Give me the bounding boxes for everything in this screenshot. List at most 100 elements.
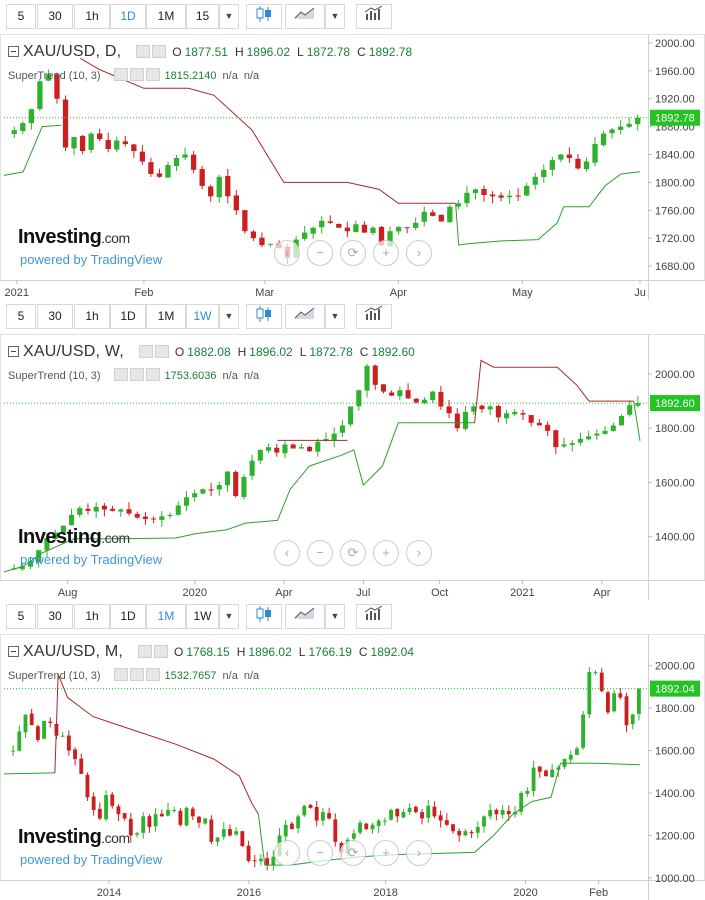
visibility-eye-icon[interactable] [138, 645, 152, 658]
area-style-button[interactable] [285, 604, 325, 629]
indicator-close-icon[interactable] [145, 368, 160, 381]
candle-body [481, 188, 487, 195]
indicators-button[interactable] [356, 304, 392, 329]
interval-button-5[interactable]: 5 [6, 304, 36, 329]
candle-down [494, 808, 499, 821]
symbol-legend: XAU/USD, M, O 1768.15 H 1896.02 L 1766.19 C 1892… [8, 643, 421, 661]
interval-button-1M[interactable]: 1M [146, 4, 186, 29]
interval-button-1W[interactable]: 1W [186, 604, 219, 629]
zoom-in-icon[interactable]: + [373, 240, 399, 266]
candle-down [336, 223, 342, 228]
indicator-close-icon[interactable] [145, 668, 160, 681]
zoom-out-icon[interactable]: − [307, 240, 333, 266]
chart-area[interactable]: 2000.00 1960.00 1920.00 1880.00 1840.00 1800.… [0, 34, 705, 300]
candle-body [274, 447, 280, 453]
chart-area[interactable]: 2000.00 1800.00 1600.00 1400.00 1200.00 1000.… [0, 634, 705, 900]
zoom-in-icon[interactable]: + [373, 540, 399, 566]
interval-button-1h[interactable]: 1h [74, 604, 110, 629]
interval-button-1D[interactable]: 1D [110, 4, 146, 29]
zoom-out-icon[interactable]: − [307, 840, 333, 866]
candle-body [482, 816, 486, 827]
interval-button-5[interactable]: 5 [6, 604, 36, 629]
indicator-settings-icon[interactable] [129, 368, 144, 381]
candle-body [62, 99, 69, 148]
indicator-close-icon[interactable] [145, 68, 160, 81]
interval-button-1D[interactable]: 1D [110, 604, 146, 629]
scroll-left-icon[interactable]: ‹ [274, 840, 300, 866]
powered-by-link[interactable]: powered by TradingView [20, 252, 163, 267]
timeframe-toolbar: 5 30 1h 1D 1M 15 ▼ ▼ [0, 0, 705, 34]
interval-button-15[interactable]: 15 [186, 4, 219, 29]
indicators-icon [364, 5, 383, 20]
candle-down [197, 815, 201, 828]
visibility-eye-icon[interactable] [136, 45, 151, 58]
area-style-button[interactable] [285, 4, 325, 29]
candle-body [618, 415, 625, 426]
scroll-right-icon[interactable]: › [406, 840, 432, 866]
scroll-left-icon[interactable]: ‹ [274, 540, 300, 566]
settings-gear-icon[interactable] [154, 345, 169, 358]
interval-button-1M[interactable]: 1M [146, 604, 186, 629]
indicators-button[interactable] [356, 604, 392, 629]
candle-body [259, 858, 263, 862]
interval-dropdown-button[interactable]: ▼ [219, 4, 239, 29]
zoom-out-icon[interactable]: − [307, 540, 333, 566]
interval-button-30[interactable]: 30 [37, 4, 73, 29]
interval-button-30[interactable]: 30 [37, 304, 73, 329]
reset-icon[interactable]: ⟳ [340, 840, 366, 866]
collapse-legend-icon[interactable] [8, 346, 19, 357]
candle-body [550, 769, 555, 778]
indicator-eye-icon[interactable] [113, 668, 128, 681]
interval-button-1W[interactable]: 1W [186, 304, 219, 329]
reset-icon[interactable]: ⟳ [340, 540, 366, 566]
interval-button-1M[interactable]: 1M [146, 304, 186, 329]
ohlc-l-label: L [297, 45, 304, 59]
area-style-button[interactable] [285, 304, 325, 329]
interval-button-5[interactable]: 5 [6, 4, 36, 29]
collapse-legend-icon[interactable] [8, 646, 19, 657]
indicator-eye-icon[interactable] [113, 68, 128, 81]
settings-gear-icon[interactable] [152, 45, 167, 58]
indicators-button[interactable] [356, 4, 392, 29]
interval-dropdown-button[interactable]: ▼ [219, 604, 239, 629]
candle-up [69, 508, 75, 526]
price-tick-label: 1400.00 [655, 788, 695, 800]
chart-style-dropdown-button[interactable]: ▼ [325, 304, 345, 329]
zoom-in-icon[interactable]: + [373, 840, 399, 866]
candle-down [405, 383, 411, 400]
visibility-eye-icon[interactable] [138, 345, 153, 358]
interval-button-1h[interactable]: 1h [74, 4, 110, 29]
candles-style-button[interactable] [246, 4, 282, 29]
indicator-settings-icon[interactable] [129, 668, 144, 681]
scroll-right-icon[interactable]: › [406, 240, 432, 266]
indicator-name: SuperTrend (10, 3) [8, 70, 101, 82]
chart-style-dropdown-button[interactable]: ▼ [325, 604, 345, 629]
interval-dropdown-button[interactable]: ▼ [219, 304, 239, 329]
chart-style-dropdown-button[interactable]: ▼ [325, 4, 345, 29]
candle-down [618, 688, 623, 700]
candles-style-button[interactable] [246, 304, 282, 329]
indicator-eye-icon[interactable] [113, 368, 128, 381]
candle-up [568, 750, 573, 764]
candle-body [463, 831, 468, 836]
scroll-left-icon[interactable]: ‹ [274, 240, 300, 266]
candles-style-button[interactable] [246, 604, 282, 629]
powered-by-link[interactable]: powered by TradingView [20, 852, 163, 867]
settings-gear-icon[interactable] [154, 645, 168, 658]
interval-button-30[interactable]: 30 [37, 604, 73, 629]
candle-body [66, 735, 71, 751]
collapse-legend-icon[interactable] [8, 46, 19, 57]
interval-button-1h[interactable]: 1h [74, 304, 110, 329]
price-chart-svg: 2000.00 1800.00 1600.00 1400.00 1200.00 1000.… [0, 634, 705, 900]
interval-button-1D[interactable]: 1D [110, 304, 146, 329]
scroll-right-icon[interactable]: › [406, 540, 432, 566]
indicator-settings-icon[interactable] [129, 68, 144, 81]
powered-by-link[interactable]: powered by TradingView [20, 552, 163, 567]
candle-up [42, 720, 46, 739]
candle-up [234, 827, 239, 837]
candle-down [420, 809, 424, 825]
candle-up [487, 404, 493, 416]
time-tick-label: 2020 [513, 887, 537, 899]
chart-area[interactable]: 2000.00 1800.00 1600.00 1400.00 Aug 2020 Apr Ju… [0, 334, 705, 600]
reset-icon[interactable]: ⟳ [340, 240, 366, 266]
